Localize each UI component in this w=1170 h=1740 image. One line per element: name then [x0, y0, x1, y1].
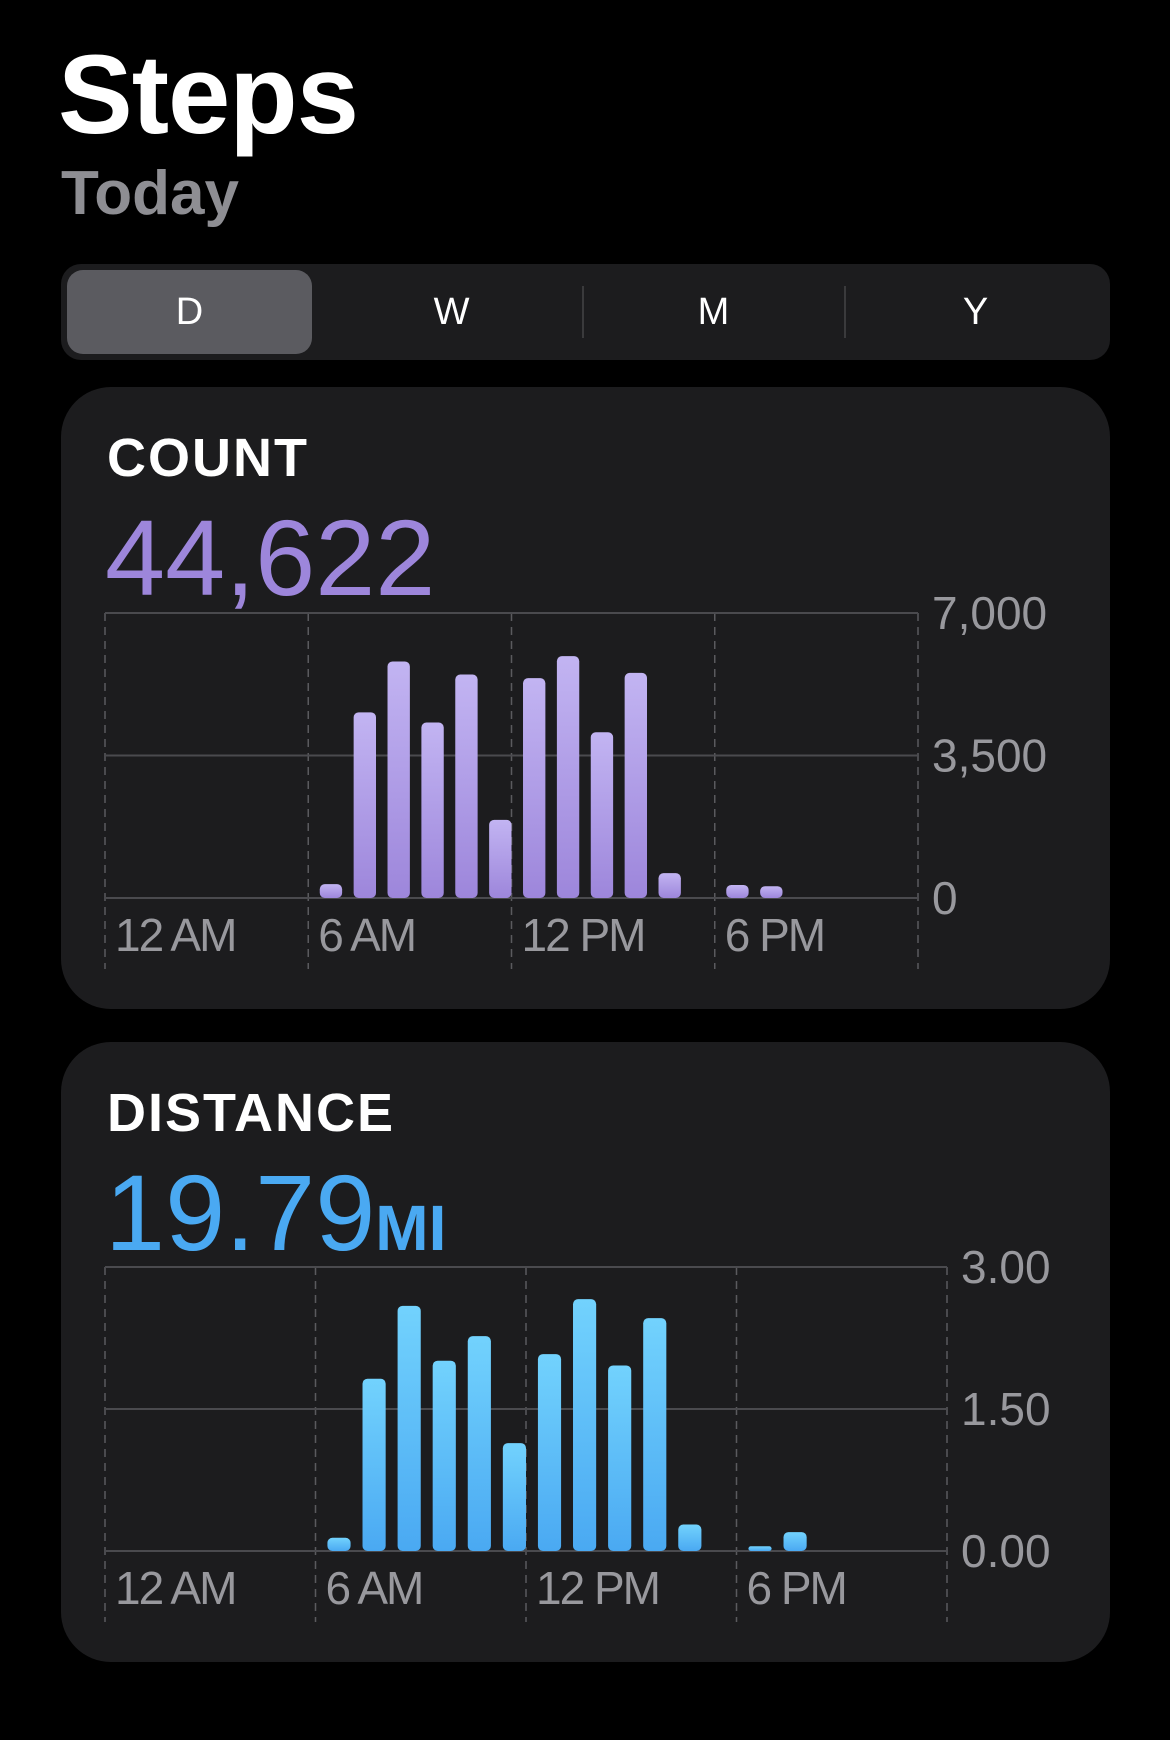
- bar: [726, 884, 749, 898]
- distance-label: DISTANCE: [107, 1083, 396, 1143]
- x-tick-label: 12 PM: [536, 1562, 659, 1614]
- y-tick-label: 1.50: [961, 1383, 1051, 1435]
- bar: [489, 819, 512, 898]
- bar: [523, 678, 546, 898]
- bar: [608, 1365, 632, 1551]
- bar: [353, 712, 376, 898]
- x-tick-label: 12 AM: [115, 1562, 235, 1614]
- bar: [397, 1305, 421, 1551]
- x-tick-label: 6 PM: [747, 1562, 846, 1614]
- bar: [467, 1336, 491, 1551]
- bar: [362, 1378, 386, 1551]
- bar: [624, 672, 647, 898]
- x-tick-label: 6 AM: [318, 909, 415, 961]
- x-tick-label: 6 AM: [326, 1562, 423, 1614]
- page-subtitle: Today: [61, 159, 239, 228]
- bar: [783, 1532, 807, 1551]
- y-tick-label: 0.00: [961, 1525, 1051, 1577]
- time-range-segmented-control: D W M Y: [61, 264, 1110, 360]
- segment-divider: [582, 286, 584, 338]
- segment-month[interactable]: M: [697, 290, 730, 333]
- distance-number: 19.79: [105, 1152, 376, 1273]
- distance-chart: 3.00 1.50 0.00 12 AM 6 AM 12 PM 6 PM: [104, 1241, 1051, 1622]
- y-tick-label: 0: [932, 872, 958, 924]
- bar: [678, 1524, 702, 1551]
- bar: [432, 1360, 456, 1551]
- bar: [658, 873, 681, 898]
- bar: [556, 656, 580, 898]
- distance-card[interactable]: DISTANCE 19.79MI 3.00 1.50 0.00 12 AM 6 AM 12…: [61, 1042, 1110, 1662]
- segment-divider: [844, 286, 846, 338]
- segment-week[interactable]: W: [433, 290, 470, 333]
- bar: [590, 732, 614, 898]
- count-chart: 7,000 3,500 0 12 AM 6 AM 12 PM 6 PM: [104, 587, 1047, 969]
- distance-unit: MI: [375, 1192, 447, 1264]
- x-tick-label: 12 PM: [522, 909, 645, 961]
- distance-value: 19.79MI: [105, 1150, 446, 1275]
- bar: [643, 1318, 667, 1551]
- bar: [502, 1443, 526, 1551]
- page-title: Steps: [58, 32, 359, 157]
- bar: [327, 1537, 351, 1551]
- count-value: 44,622: [105, 497, 436, 618]
- bar: [748, 1546, 772, 1551]
- x-tick-label: 12 AM: [115, 909, 235, 961]
- bar: [573, 1299, 597, 1551]
- segment-year[interactable]: Y: [962, 290, 989, 333]
- y-tick-label: 7,000: [932, 587, 1047, 639]
- bar: [421, 722, 444, 898]
- count-card[interactable]: COUNT 44,622 7,000 3,500 0 12 AM 6 AM 12 PM 6 …: [61, 387, 1110, 1009]
- count-label: COUNT: [107, 428, 309, 488]
- segment-day[interactable]: D: [67, 270, 312, 354]
- bar: [455, 674, 478, 898]
- bar: [760, 886, 783, 898]
- bar: [537, 1354, 562, 1551]
- x-tick-label: 6 PM: [725, 909, 824, 961]
- bar: [319, 884, 343, 898]
- y-tick-label: 3,500: [932, 730, 1047, 782]
- y-tick-label: 3.00: [961, 1241, 1051, 1293]
- bar: [387, 661, 410, 898]
